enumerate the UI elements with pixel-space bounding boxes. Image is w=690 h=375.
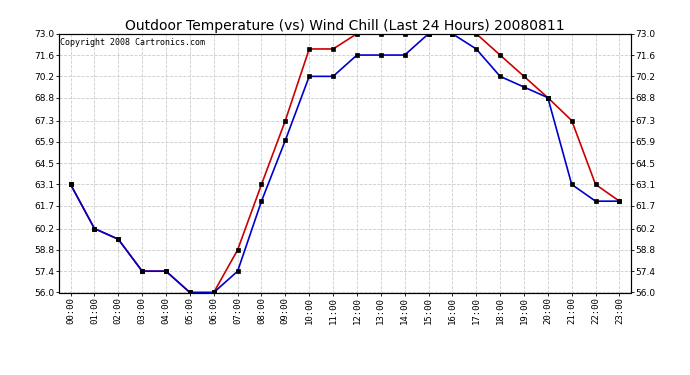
Text: Copyright 2008 Cartronics.com: Copyright 2008 Cartronics.com (60, 38, 206, 46)
Title: Outdoor Temperature (vs) Wind Chill (Last 24 Hours) 20080811: Outdoor Temperature (vs) Wind Chill (Las… (125, 19, 565, 33)
